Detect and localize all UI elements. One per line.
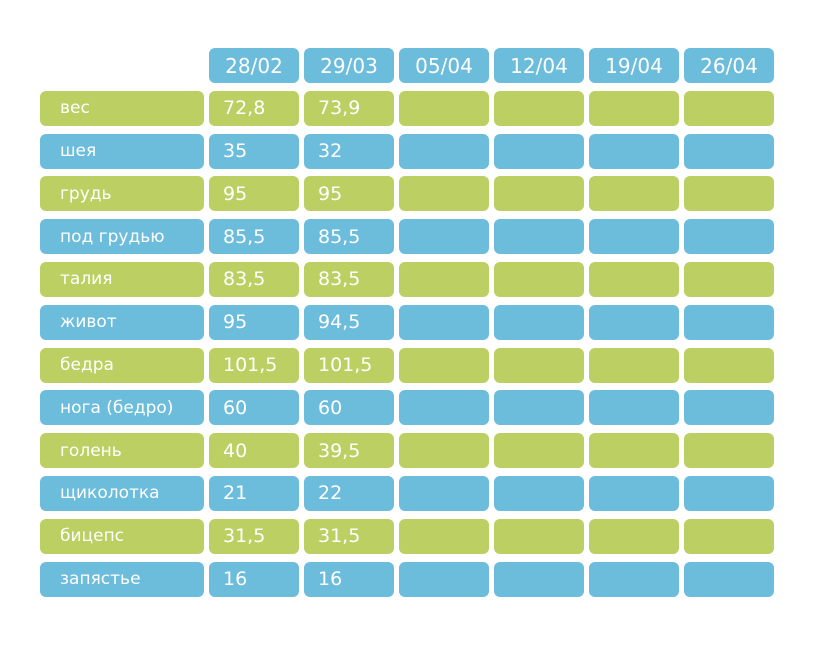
value-cell: [399, 176, 489, 212]
value-cell: [399, 518, 489, 554]
value-cell: [399, 90, 489, 126]
value-cell: [589, 304, 679, 340]
value-cell: [494, 347, 584, 383]
value-cell: 94,5: [304, 304, 394, 340]
value-cell: [494, 390, 584, 426]
value-cell: 72,8: [209, 90, 299, 126]
row-label: талия: [40, 261, 204, 297]
row-label: нога (бедро): [40, 390, 204, 426]
value-cell: [684, 433, 774, 469]
value-cell: [399, 133, 489, 169]
value-cell: 95: [304, 176, 394, 212]
value-cell: [684, 518, 774, 554]
row-label: щиколотка: [40, 475, 204, 511]
value-cell: 16: [304, 561, 394, 597]
value-cell: [684, 561, 774, 597]
value-cell: 85,5: [304, 219, 394, 255]
value-cell: [684, 347, 774, 383]
row-label: голень: [40, 433, 204, 469]
value-cell: [589, 475, 679, 511]
row-label: вес: [40, 90, 204, 126]
value-cell: [684, 133, 774, 169]
value-cell: 31,5: [304, 518, 394, 554]
value-cell: 32: [304, 133, 394, 169]
value-cell: [494, 304, 584, 340]
value-cell: 85,5: [209, 219, 299, 255]
value-cell: [494, 561, 584, 597]
row-label: бедра: [40, 347, 204, 383]
value-cell: [589, 347, 679, 383]
value-cell: [399, 219, 489, 255]
value-cell: [399, 261, 489, 297]
value-cell: [494, 219, 584, 255]
value-cell: 95: [209, 304, 299, 340]
value-cell: [494, 133, 584, 169]
date-header: 26/04: [684, 48, 774, 83]
value-cell: [589, 133, 679, 169]
value-cell: [494, 518, 584, 554]
table-corner: [40, 48, 204, 83]
value-cell: [684, 390, 774, 426]
value-cell: [589, 261, 679, 297]
value-cell: 21: [209, 475, 299, 511]
value-cell: 60: [209, 390, 299, 426]
value-cell: 39,5: [304, 433, 394, 469]
value-cell: 101,5: [209, 347, 299, 383]
value-cell: [589, 90, 679, 126]
value-cell: [684, 219, 774, 255]
row-label: грудь: [40, 176, 204, 212]
value-cell: 73,9: [304, 90, 394, 126]
value-cell: 101,5: [304, 347, 394, 383]
value-cell: [684, 475, 774, 511]
date-header: 12/04: [494, 48, 584, 83]
value-cell: [399, 561, 489, 597]
row-label: шея: [40, 133, 204, 169]
value-cell: 31,5: [209, 518, 299, 554]
date-header: 29/03: [304, 48, 394, 83]
value-cell: [684, 90, 774, 126]
date-header: 19/04: [589, 48, 679, 83]
value-cell: 60: [304, 390, 394, 426]
date-header: 05/04: [399, 48, 489, 83]
value-cell: [494, 475, 584, 511]
value-cell: [494, 90, 584, 126]
date-header: 28/02: [209, 48, 299, 83]
value-cell: [399, 475, 489, 511]
value-cell: 40: [209, 433, 299, 469]
measurements-table: 28/02 29/03 05/04 12/04 19/04 26/04 вес 72,8 73,…: [40, 48, 778, 597]
value-cell: [589, 390, 679, 426]
value-cell: 83,5: [209, 261, 299, 297]
value-cell: [399, 347, 489, 383]
row-label: живот: [40, 304, 204, 340]
row-label: запястье: [40, 561, 204, 597]
value-cell: 22: [304, 475, 394, 511]
value-cell: 35: [209, 133, 299, 169]
value-cell: [589, 219, 679, 255]
value-cell: [589, 561, 679, 597]
value-cell: [399, 390, 489, 426]
value-cell: [399, 433, 489, 469]
value-cell: [684, 176, 774, 212]
value-cell: [684, 304, 774, 340]
value-cell: [399, 304, 489, 340]
value-cell: 95: [209, 176, 299, 212]
row-label: бицепс: [40, 518, 204, 554]
value-cell: [684, 261, 774, 297]
value-cell: [589, 433, 679, 469]
value-cell: 83,5: [304, 261, 394, 297]
value-cell: [494, 261, 584, 297]
value-cell: [494, 433, 584, 469]
value-cell: [589, 518, 679, 554]
row-label: под грудью: [40, 219, 204, 255]
value-cell: [589, 176, 679, 212]
value-cell: [494, 176, 584, 212]
value-cell: 16: [209, 561, 299, 597]
